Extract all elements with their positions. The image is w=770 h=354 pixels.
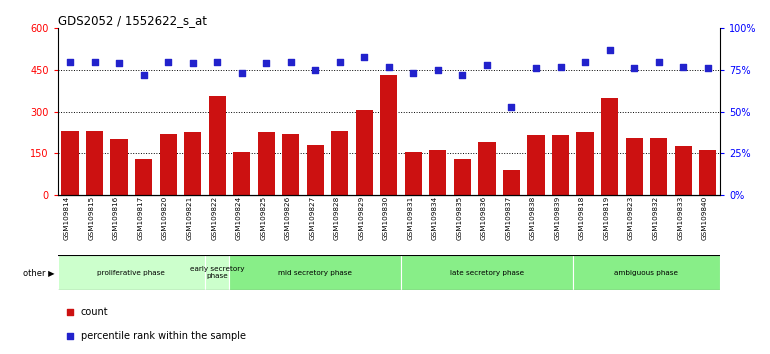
Bar <box>577 132 594 195</box>
Bar <box>306 145 324 195</box>
Text: GSM109827: GSM109827 <box>310 196 315 240</box>
Point <box>480 62 493 68</box>
Bar <box>159 134 176 195</box>
Point <box>432 67 444 73</box>
Text: GSM109817: GSM109817 <box>138 196 143 240</box>
Text: GSM109838: GSM109838 <box>530 196 536 240</box>
Text: GSM109839: GSM109839 <box>554 196 561 240</box>
Point <box>604 47 616 53</box>
Text: GDS2052 / 1552622_s_at: GDS2052 / 1552622_s_at <box>58 14 207 27</box>
Bar <box>401 255 573 290</box>
Point <box>89 59 101 64</box>
Point <box>505 104 517 109</box>
Text: GSM109826: GSM109826 <box>285 196 291 240</box>
Text: GSM109833: GSM109833 <box>677 196 683 240</box>
Text: ambiguous phase: ambiguous phase <box>614 270 678 275</box>
Text: GSM109822: GSM109822 <box>211 196 217 240</box>
Point <box>137 72 149 78</box>
Point <box>628 65 641 71</box>
Text: GSM109828: GSM109828 <box>334 196 340 240</box>
Point <box>358 54 370 59</box>
Bar <box>135 159 152 195</box>
Bar <box>699 150 716 195</box>
Point <box>407 70 420 76</box>
Text: count: count <box>81 307 109 317</box>
Text: GSM109829: GSM109829 <box>358 196 364 240</box>
Text: GSM109814: GSM109814 <box>64 196 70 240</box>
Text: GSM109815: GSM109815 <box>89 196 95 240</box>
Point <box>652 59 665 64</box>
Text: other ▶: other ▶ <box>23 268 55 277</box>
Text: GSM109825: GSM109825 <box>260 196 266 240</box>
Bar <box>205 255 229 290</box>
Bar <box>625 138 643 195</box>
Point <box>309 67 321 73</box>
Text: early secretory
phase: early secretory phase <box>190 266 244 279</box>
Point <box>701 65 714 71</box>
Text: GSM109818: GSM109818 <box>579 196 585 240</box>
Point <box>260 61 273 66</box>
Point <box>457 72 469 78</box>
Bar <box>478 142 496 195</box>
Point <box>383 64 395 69</box>
Point <box>63 333 75 338</box>
Bar <box>573 255 720 290</box>
Bar <box>430 150 447 195</box>
Text: GSM109824: GSM109824 <box>236 196 242 240</box>
Bar <box>58 255 205 290</box>
Point <box>236 70 248 76</box>
Bar <box>331 131 348 195</box>
Bar <box>86 131 103 195</box>
Point <box>554 64 567 69</box>
Bar <box>62 131 79 195</box>
Text: late secretory phase: late secretory phase <box>450 270 524 275</box>
Point <box>211 59 223 64</box>
Text: GSM109835: GSM109835 <box>457 196 463 240</box>
Point <box>333 59 346 64</box>
Text: GSM109840: GSM109840 <box>701 196 708 240</box>
Bar <box>356 110 373 195</box>
Bar <box>110 139 128 195</box>
Bar <box>601 98 618 195</box>
Point <box>186 61 199 66</box>
Point <box>162 59 174 64</box>
Text: GSM109837: GSM109837 <box>505 196 511 240</box>
Bar <box>405 152 422 195</box>
Text: mid secretory phase: mid secretory phase <box>278 270 352 275</box>
Point <box>63 309 75 315</box>
Text: GSM109816: GSM109816 <box>113 196 119 240</box>
Bar <box>454 159 471 195</box>
Text: GSM109819: GSM109819 <box>604 196 610 240</box>
Point <box>64 59 76 64</box>
Point <box>113 61 126 66</box>
Bar <box>229 255 401 290</box>
Text: GSM109830: GSM109830 <box>383 196 389 240</box>
Bar <box>233 152 250 195</box>
Bar <box>184 132 201 195</box>
Point <box>579 59 591 64</box>
Text: GSM109823: GSM109823 <box>628 196 634 240</box>
Text: GSM109836: GSM109836 <box>481 196 487 240</box>
Bar <box>258 132 275 195</box>
Bar <box>380 75 397 195</box>
Bar <box>552 135 569 195</box>
Text: GSM109820: GSM109820 <box>162 196 168 240</box>
Point <box>677 64 689 69</box>
Bar <box>503 170 520 195</box>
Text: proliferative phase: proliferative phase <box>97 270 166 275</box>
Bar <box>209 96 226 195</box>
Bar <box>282 134 300 195</box>
Bar <box>675 146 691 195</box>
Text: GSM109821: GSM109821 <box>186 196 192 240</box>
Bar <box>527 135 544 195</box>
Text: GSM109831: GSM109831 <box>407 196 413 240</box>
Text: percentile rank within the sample: percentile rank within the sample <box>81 331 246 341</box>
Point <box>530 65 542 71</box>
Bar <box>650 138 668 195</box>
Text: GSM109834: GSM109834 <box>432 196 438 240</box>
Point <box>285 59 297 64</box>
Text: GSM109832: GSM109832 <box>653 196 658 240</box>
